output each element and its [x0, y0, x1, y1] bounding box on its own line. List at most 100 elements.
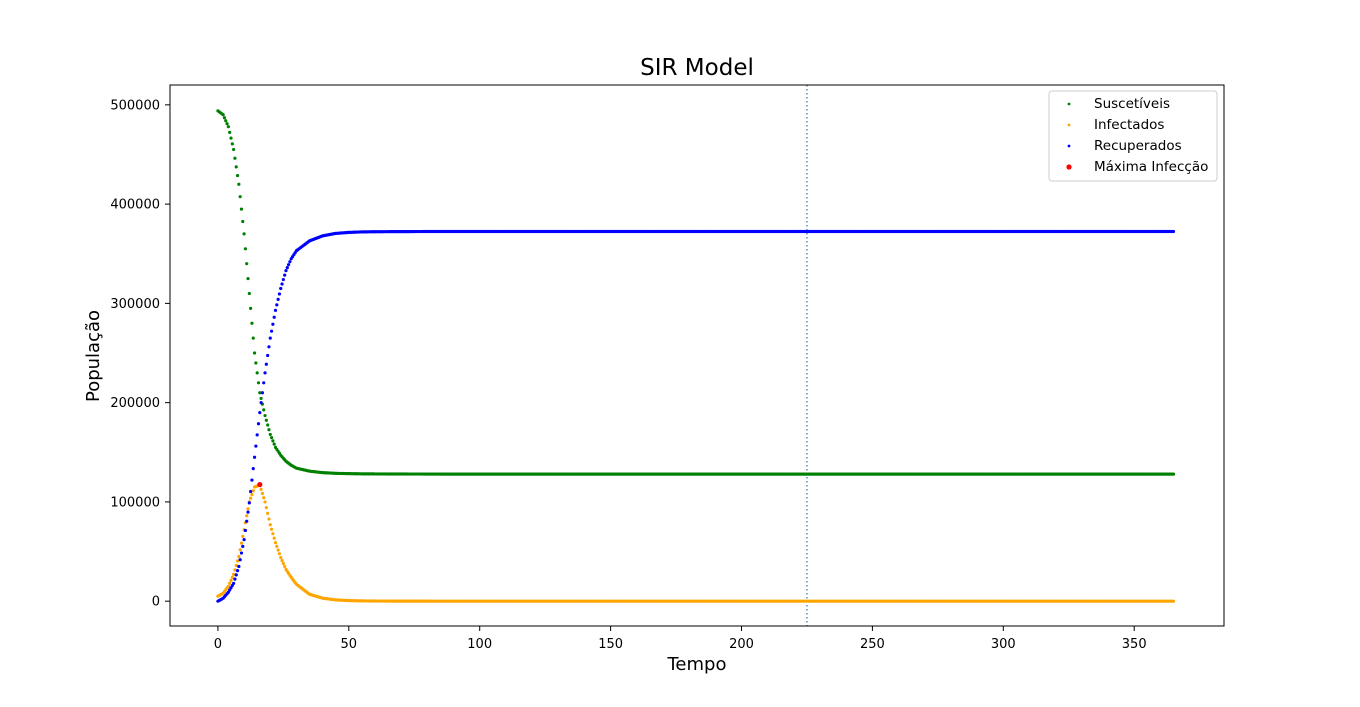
data-point — [230, 575, 234, 579]
data-point — [263, 413, 267, 418]
data-point — [272, 536, 276, 540]
data-point — [226, 125, 230, 129]
data-point — [254, 444, 258, 448]
data-point — [272, 315, 276, 319]
data-point — [239, 207, 244, 211]
data-point — [283, 564, 287, 569]
data-point — [247, 501, 251, 505]
y-tick-label: 200000 — [110, 396, 160, 411]
data-point — [232, 572, 236, 576]
data-point — [246, 276, 250, 281]
data-point — [271, 322, 275, 326]
data-point — [229, 578, 233, 582]
data-point — [275, 303, 279, 307]
data-point — [237, 554, 241, 559]
data-point — [279, 555, 283, 560]
max-infection-point — [257, 481, 263, 488]
data-point — [229, 136, 233, 140]
data-point — [237, 564, 241, 569]
y-tick-label: 100000 — [110, 495, 160, 510]
data-point — [232, 581, 236, 585]
series-infectados — [216, 483, 1176, 603]
x-tick-label: 50 — [341, 637, 358, 652]
data-point — [241, 219, 245, 224]
data-point — [283, 273, 287, 277]
data-point — [281, 561, 285, 566]
data-point — [233, 577, 237, 581]
legend-label: Infectados — [1094, 117, 1164, 133]
data-point — [268, 432, 272, 437]
data-point — [235, 173, 240, 178]
y-tick-label: 300000 — [110, 297, 160, 312]
x-tick-label: 150 — [598, 637, 623, 652]
legend-marker — [1067, 144, 1071, 148]
data-point — [245, 519, 249, 523]
data-point — [243, 528, 247, 533]
data-point — [234, 573, 238, 577]
data-point — [288, 260, 292, 264]
data-point — [252, 351, 257, 355]
data-point — [256, 381, 261, 385]
data-point — [221, 113, 225, 117]
data-point — [230, 142, 234, 146]
legend-label: Suscetíveis — [1094, 96, 1170, 112]
data-point — [260, 491, 265, 496]
data-point — [239, 551, 244, 555]
data-point — [266, 511, 270, 515]
data-point — [247, 291, 251, 296]
data-point — [249, 496, 253, 500]
data-point — [259, 401, 263, 405]
data-point — [260, 391, 265, 395]
legend-label: Máxima Infecção — [1094, 159, 1208, 175]
data-point — [258, 391, 262, 395]
data-point — [264, 362, 268, 366]
data-point — [267, 428, 271, 432]
data-point — [264, 506, 268, 510]
data-point — [267, 517, 271, 521]
data-point — [251, 336, 255, 340]
x-tick-label: 250 — [860, 637, 885, 652]
data-point — [262, 381, 266, 385]
data-point — [235, 559, 240, 563]
x-tick-label: 100 — [467, 637, 492, 652]
x-tick-label: 0 — [214, 637, 222, 652]
data-point — [237, 182, 241, 186]
data-point — [259, 487, 263, 491]
data-point — [238, 558, 242, 562]
x-tick-label: 350 — [1122, 637, 1147, 652]
x-axis-title: Tempo — [667, 654, 727, 675]
data-point — [243, 247, 247, 251]
data-point — [242, 538, 246, 542]
data-point — [255, 433, 259, 437]
data-point — [238, 195, 242, 199]
y-axis-title: População — [83, 310, 104, 402]
data-point — [250, 478, 254, 482]
x-tick-label: 300 — [991, 637, 1016, 652]
data-point — [242, 232, 246, 236]
data-point — [269, 527, 274, 531]
data-point — [273, 541, 278, 545]
plot-area: 0 50 100 150 200 250 300 350 0 100000 200000 300000… — [110, 84, 1225, 652]
data-point — [277, 292, 282, 296]
data-point — [269, 329, 274, 333]
legend-label: Recuperados — [1094, 138, 1182, 154]
data-point — [269, 436, 274, 440]
data-point — [252, 455, 257, 459]
data-point — [268, 523, 272, 527]
data-point — [250, 492, 254, 497]
data-point — [232, 147, 236, 152]
chart-title: SIR Model — [640, 55, 754, 81]
data-point — [234, 165, 238, 169]
data-point — [233, 568, 237, 572]
y-tick-label: 400000 — [110, 198, 160, 213]
data-point — [233, 156, 237, 160]
data-point — [1171, 599, 1176, 603]
data-point — [228, 581, 232, 585]
data-point — [267, 345, 271, 349]
data-point — [249, 306, 253, 310]
data-point — [225, 122, 229, 126]
data-point — [241, 534, 245, 539]
data-point — [268, 336, 272, 340]
axes-frame — [169, 84, 1225, 627]
